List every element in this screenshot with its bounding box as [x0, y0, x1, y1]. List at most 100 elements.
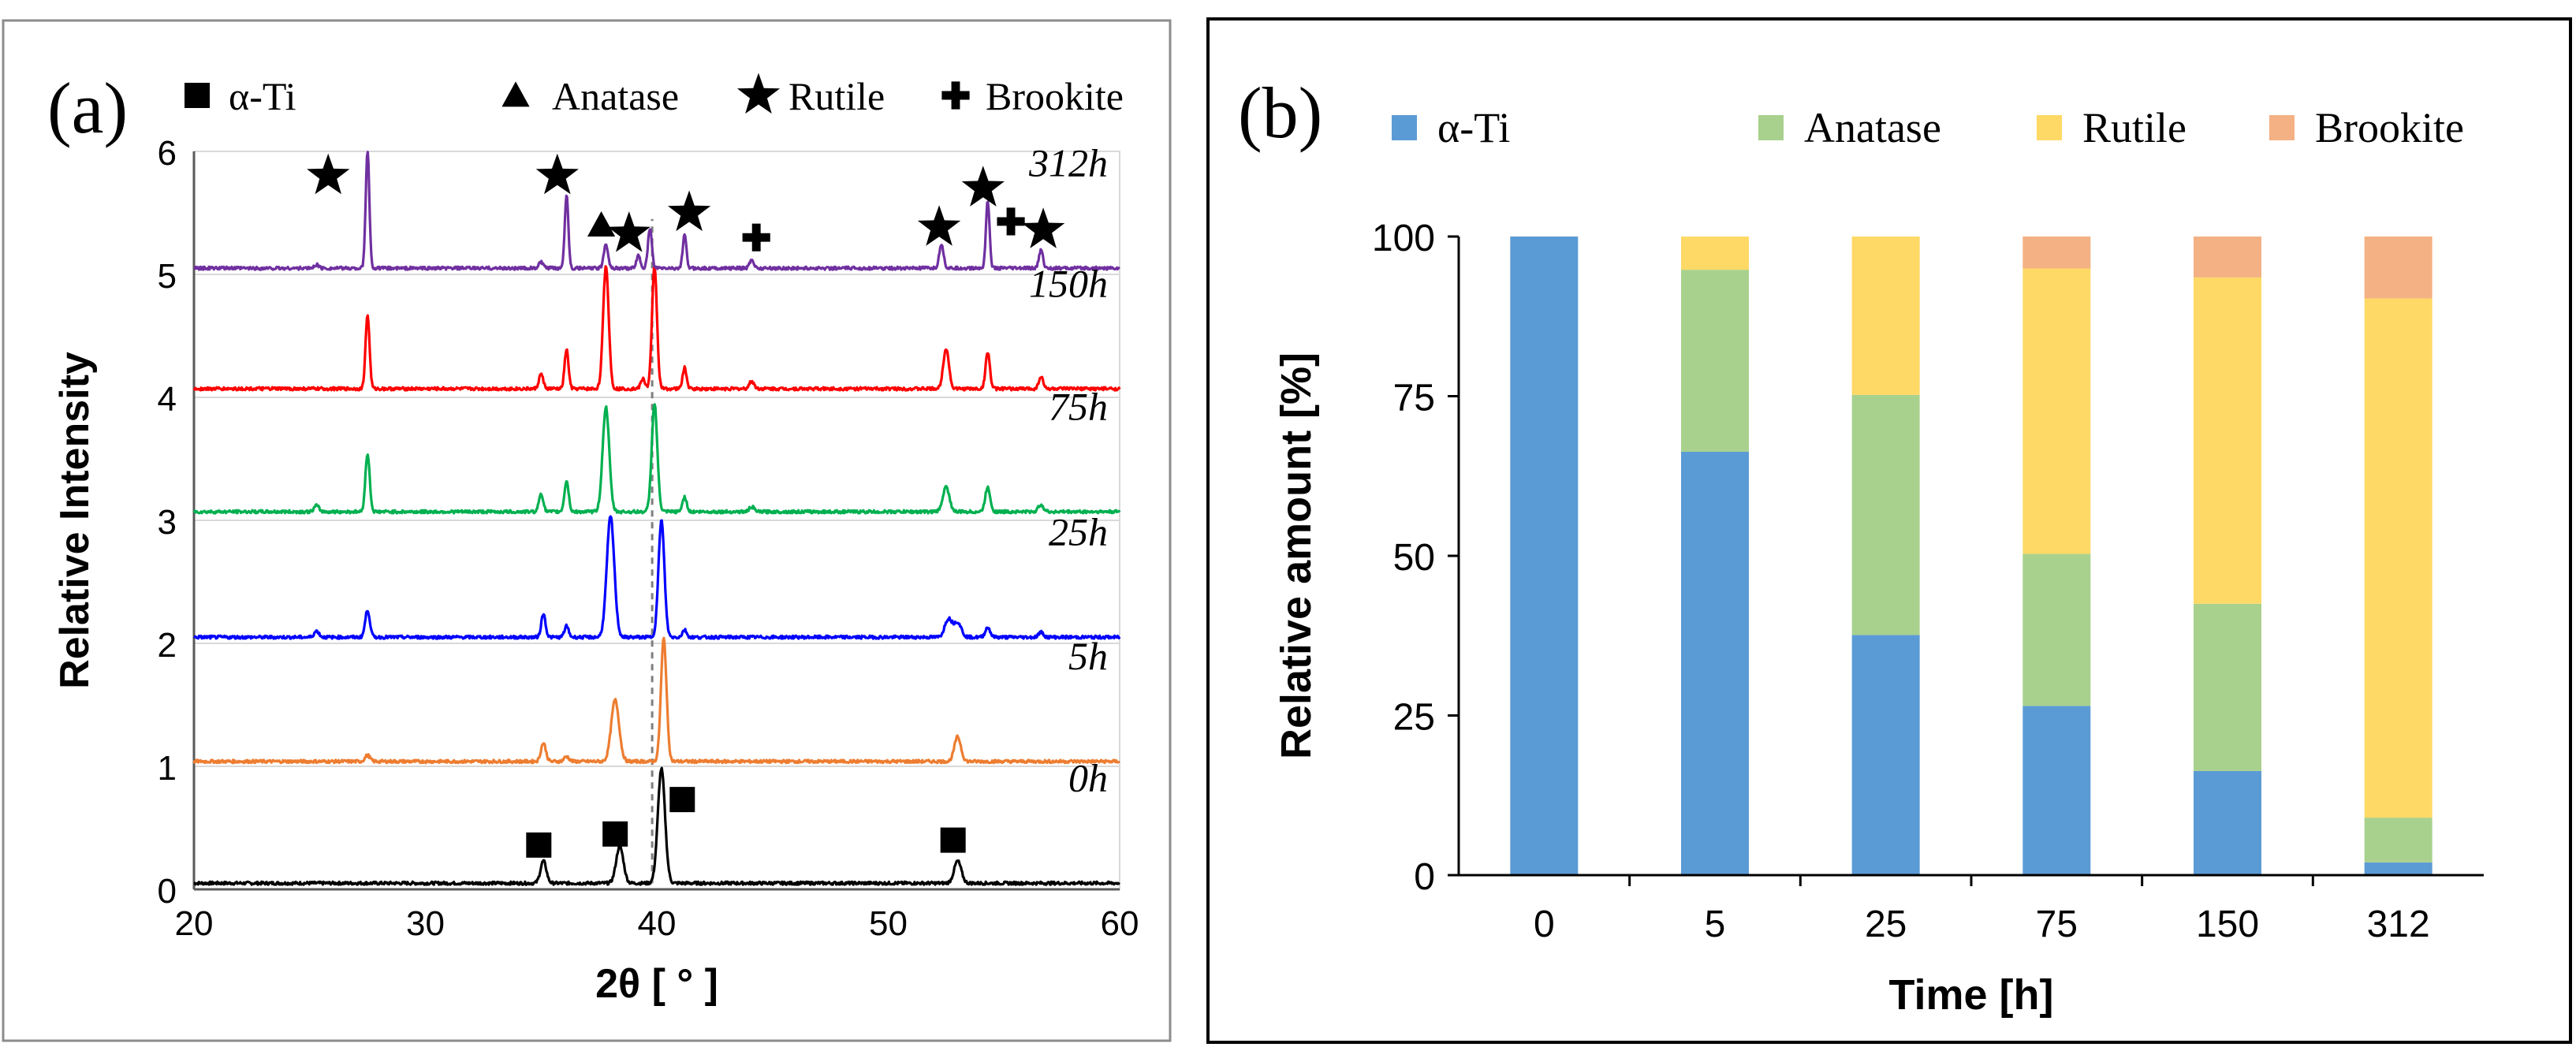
- plot-gridlines: [194, 151, 1120, 767]
- y-tick-label: 0: [158, 872, 177, 911]
- bar-axes: [1457, 237, 2484, 877]
- legend-label: Rutile: [788, 74, 885, 118]
- legend-swatch-Rutile: [2037, 115, 2062, 140]
- series-label: 5h: [1068, 634, 1108, 678]
- bar-segment-Rutile: [1851, 237, 1920, 395]
- bar-category-label: 25: [1865, 904, 1907, 945]
- legend-label: Brookite: [986, 74, 1124, 118]
- y-tick-label: 5: [158, 257, 177, 296]
- series-label: 25h: [1049, 509, 1108, 553]
- series-labels: 0h 5h 25h 75h 150h 312h: [1028, 140, 1108, 799]
- bar-segment-Rutile: [2194, 277, 2261, 604]
- marker-star: [535, 153, 579, 195]
- xrd-legend: α-Ti Anatase Rutile Brookite: [185, 73, 1124, 118]
- marker-star: [668, 190, 711, 232]
- bar-segment-α-Ti: [1851, 635, 1920, 875]
- marker-star: [307, 153, 350, 195]
- panel-a-frame: [2, 19, 1172, 1042]
- bar-category-label: 75: [2036, 904, 2078, 945]
- bar-segment-Brookite: [2022, 237, 2091, 269]
- bar-segment-Brookite: [2364, 237, 2432, 299]
- bar-segment-α-Ti: [2364, 862, 2432, 875]
- phase-fraction-panel: (b) α-Ti Anatase Rutile Brookite 0255075100…: [1206, 17, 2572, 1044]
- marker-star: [1022, 207, 1065, 248]
- stacked-bars: [1510, 237, 2432, 875]
- series-label: 75h: [1049, 384, 1108, 428]
- phase-markers: [307, 153, 1065, 858]
- bar-segment-Brookite: [2194, 237, 2261, 278]
- bar-segment-Anatase: [1851, 394, 1920, 635]
- series-label: 312h: [1028, 140, 1108, 184]
- legend-label: Rutile: [2082, 104, 2186, 151]
- x-tick-label: 20: [175, 904, 214, 943]
- x-axis-title: 2θ [ ° ]: [595, 961, 718, 1007]
- y-axis-title: Relative Intensity: [52, 352, 98, 689]
- legend-symbol-triangle: [501, 81, 530, 107]
- y-tick-label: 4: [158, 380, 177, 419]
- x-tick-label: 30: [406, 904, 445, 943]
- marker-square: [940, 827, 966, 853]
- xrd-series-150h: [192, 265, 1121, 392]
- bar-segment-Anatase: [2364, 818, 2432, 863]
- bar-segment-Rutile: [2022, 268, 2091, 554]
- legend-swatch-Anatase: [1758, 115, 1784, 140]
- bar-axis-ticks: 0 25 50 75 100 0 5 25 75 150 312: [1372, 218, 2430, 945]
- bar-segment-α-Ti: [2194, 770, 2261, 875]
- y-tick-label: 2: [158, 626, 177, 665]
- x-tick-label: 60: [1101, 904, 1139, 943]
- bar-category-label: 0: [1534, 904, 1555, 945]
- xrd-series-5h: [192, 636, 1120, 765]
- legend-swatch-α-Ti: [1392, 115, 1417, 140]
- bar-legend: α-Ti Anatase Rutile Brookite: [1392, 104, 2464, 151]
- bar-segment-Anatase: [2022, 553, 2091, 706]
- legend-label: Anatase: [552, 74, 679, 118]
- panel-a-label: (a): [47, 68, 128, 148]
- legend-label: Anatase: [1804, 104, 1941, 151]
- xrd-panel: (a) α-Ti Anatase Rutile Brookite 0 1 2 3 4 5 6 20 3…: [2, 19, 1172, 1042]
- bar-y-tick-label: 0: [1414, 856, 1435, 898]
- xrd-series-75h: [192, 403, 1121, 515]
- legend-symbol-star: [736, 73, 781, 114]
- series-label: 150h: [1029, 261, 1108, 305]
- y-tick-label: 3: [158, 503, 177, 542]
- bar-segment-Anatase: [1681, 270, 1749, 452]
- bar-segment-Rutile: [2364, 298, 2432, 818]
- bar-y-tick-label: 100: [1372, 218, 1435, 259]
- bar-category-label: 312: [2367, 904, 2430, 945]
- marker-square: [526, 832, 552, 858]
- xrd-series-0h: [193, 766, 1120, 886]
- legend-symbol-square: [185, 83, 210, 108]
- plot-axes: [192, 151, 1120, 891]
- legend-label: α-Ti: [1437, 104, 1510, 151]
- legend-label: Brookite: [2315, 104, 2464, 151]
- bar-y-tick-label: 25: [1393, 697, 1435, 739]
- x-tick-label: 50: [869, 904, 908, 943]
- bar-segment-α-Ti: [2022, 706, 2091, 875]
- xrd-series-25h: [193, 515, 1121, 640]
- bar-y-tick-label: 50: [1393, 537, 1435, 579]
- bar-category-label: 150: [2196, 904, 2259, 945]
- xrd-patterns: [192, 151, 1121, 886]
- marker-square: [669, 787, 695, 813]
- bar-segment-Rutile: [1681, 237, 1749, 270]
- axis-ticks: 0 1 2 3 4 5 6 20 30 40 50 60: [158, 134, 1139, 943]
- bar-x-axis-title: Time [h]: [1888, 971, 2053, 1019]
- marker-cross: [742, 223, 770, 252]
- legend-symbol-cross: [941, 81, 970, 110]
- panel-b-label: (b): [1238, 73, 1322, 153]
- y-tick-label: 1: [158, 749, 177, 788]
- legend-swatch-Brookite: [2269, 115, 2295, 140]
- bar-y-axis-title: Relative amount [%]: [1273, 352, 1320, 759]
- x-tick-label: 40: [638, 904, 677, 943]
- bar-category-label: 5: [1705, 904, 1726, 945]
- legend-label: α-Ti: [229, 74, 296, 118]
- bar-segment-α-Ti: [1510, 237, 1579, 875]
- marker-star: [607, 211, 651, 252]
- marker-cross: [997, 207, 1025, 236]
- y-tick-label: 6: [158, 134, 177, 173]
- marker-star: [917, 205, 961, 246]
- marker-square: [602, 821, 628, 847]
- bar-segment-α-Ti: [1681, 451, 1749, 875]
- bar-y-tick-label: 75: [1393, 378, 1435, 419]
